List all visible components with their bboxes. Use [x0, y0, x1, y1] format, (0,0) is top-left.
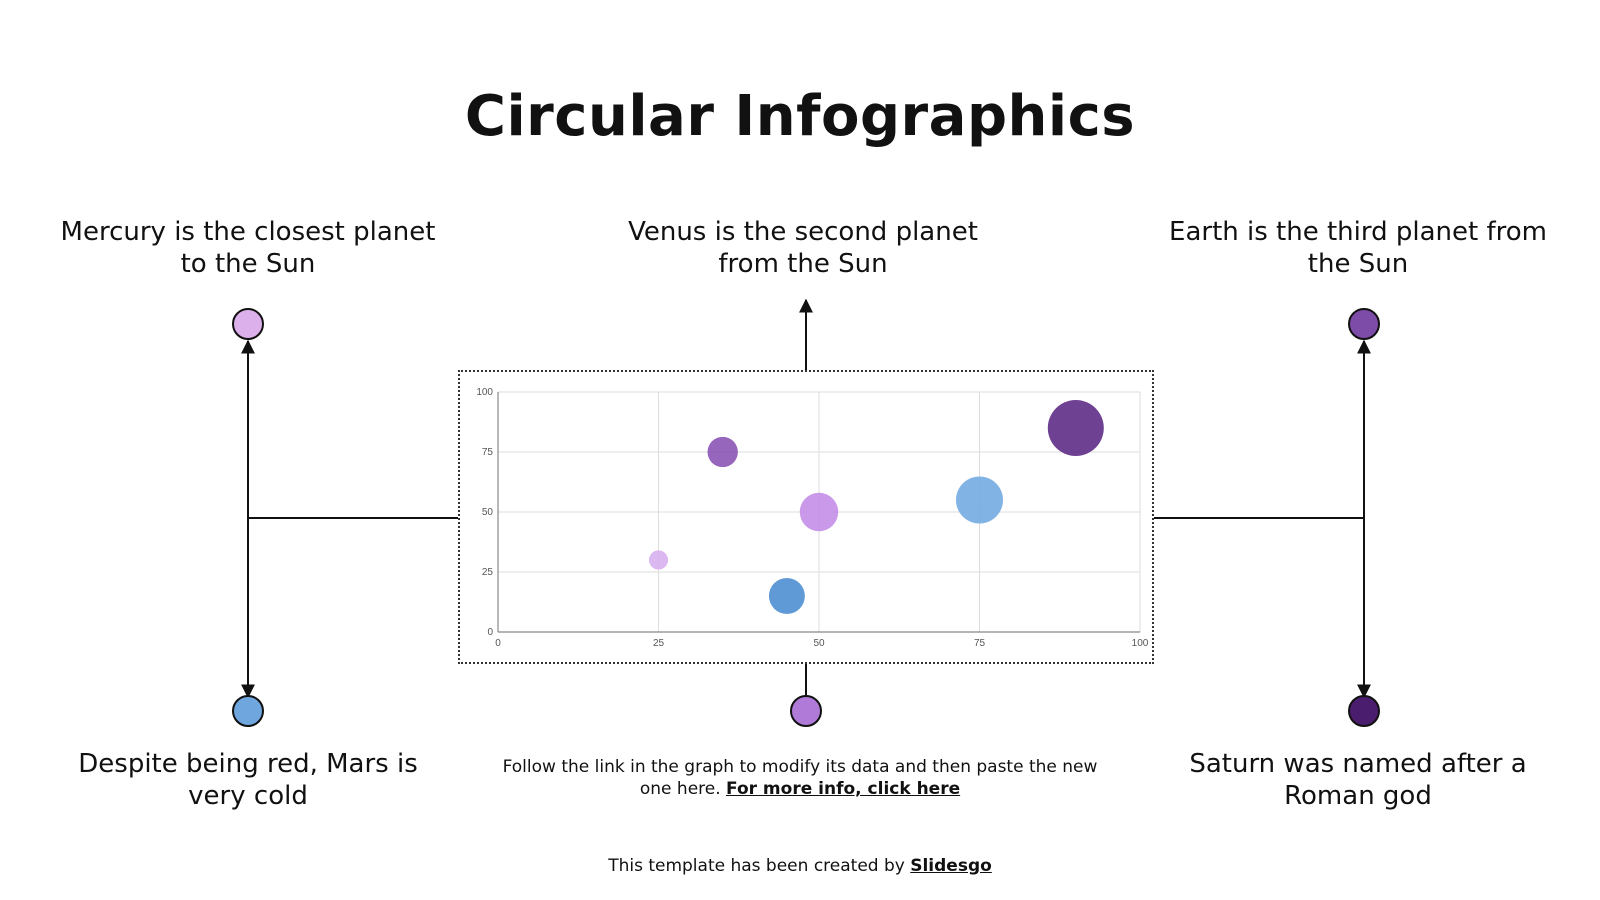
caption-earth: Earth is the third planet from the Sun	[1169, 217, 1547, 279]
bubble-chart: 0 25 50 75 100 0 25 50 75 100	[476, 387, 1149, 649]
instruction-text: Follow the link in the graph to modify i…	[502, 757, 1098, 799]
y-tick-label: 0	[487, 627, 493, 638]
y-tick-label: 50	[482, 507, 494, 518]
more-info-link[interactable]: For more info, click here	[726, 779, 961, 799]
caption-saturn: Saturn was named after a Roman god	[1189, 749, 1527, 811]
bubble-point	[707, 436, 738, 468]
node-mercury	[232, 308, 264, 340]
credit-text: This template has been created by	[608, 856, 905, 876]
x-tick-label: 25	[653, 638, 665, 649]
node-venus	[790, 695, 822, 727]
x-tick-label: 0	[495, 638, 501, 649]
x-tick-label: 75	[974, 638, 986, 649]
bubble-point	[1047, 400, 1104, 456]
bubble-point	[799, 492, 839, 532]
caption-mercury: Mercury is the closest planet to the Sun	[60, 217, 436, 279]
page-title: Circular Infographics	[464, 84, 1136, 149]
slidesgo-link[interactable]: Slidesgo	[910, 856, 992, 876]
node-earth	[1348, 308, 1380, 340]
y-tick-label: 100	[476, 387, 493, 398]
y-tick-label: 75	[482, 447, 494, 458]
bubble-point	[648, 550, 669, 570]
bubble-point	[768, 578, 805, 614]
caption-mars: Despite being red, Mars is very cold	[78, 749, 418, 811]
bubble-chart-frame[interactable]: 0 25 50 75 100 0 25 50 75 100	[458, 370, 1154, 664]
x-tick-label: 100	[1132, 638, 1149, 649]
y-tick-label: 25	[482, 567, 494, 578]
x-tick-label: 50	[813, 638, 825, 649]
instruction-note: Follow the link in the graph to modify i…	[500, 756, 1100, 800]
node-saturn	[1348, 695, 1380, 727]
bubble-point	[955, 476, 1004, 524]
credit-line: This template has been created by Slides…	[0, 856, 1600, 876]
node-mars	[232, 695, 264, 727]
caption-venus: Venus is the second planet from the Sun	[628, 217, 978, 279]
